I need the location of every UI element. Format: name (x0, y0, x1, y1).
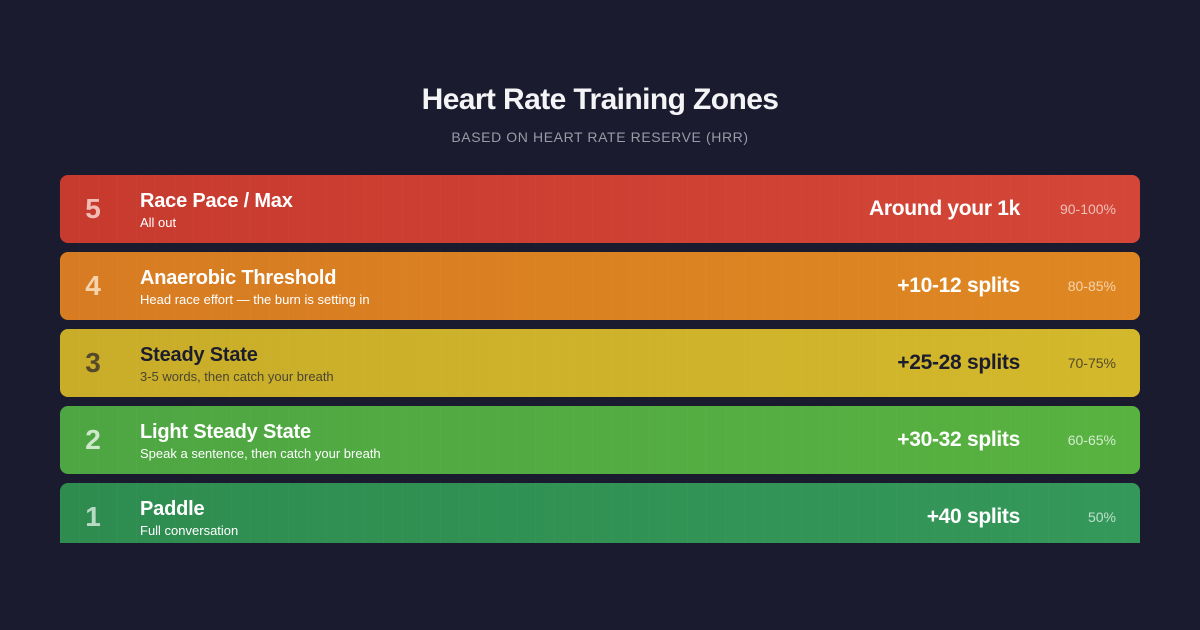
zone-card-4: 4 Anaerobic Threshold Head race effort —… (60, 252, 1140, 320)
zone-description: Head race effort — the burn is setting i… (140, 292, 370, 307)
zone-splits: +30-32 splits (897, 428, 1020, 451)
zone-name: Race Pace / Max (140, 190, 293, 212)
zone-card-2: 2 Light Steady State Speak a sentence, t… (60, 406, 1140, 474)
zone-hrr-percent: 70-75% (1067, 355, 1116, 371)
zone-splits: +25-28 splits (897, 351, 1020, 374)
zone-name: Light Steady State (140, 421, 311, 443)
zone-description: Full conversation (140, 523, 239, 538)
zone-info: Steady State 3-5 words, then catch your … (140, 343, 334, 385)
zone-number: 2 (85, 424, 101, 455)
zone-splits: +10-12 splits (897, 274, 1020, 297)
page-subtitle: BASED ON HEART RATE RESERVE (HRR) (451, 129, 749, 145)
zone-card-3: 3 Steady State 3-5 words, then catch you… (60, 329, 1140, 397)
page-title: Heart Rate Training Zones (421, 83, 779, 116)
zone-description: All out (140, 215, 177, 230)
zone-info: Anaerobic Threshold Head race effort — t… (140, 266, 370, 308)
zones-list: 5 Race Pace / Max All out Around your 1k… (60, 175, 1140, 543)
zone-name: Steady State (140, 344, 258, 366)
zone-number: 4 (85, 270, 101, 301)
zone-name: Paddle (140, 498, 205, 520)
zone-card-1: 1 Paddle Full conversation +40 splits 50… (60, 483, 1140, 543)
zone-hrr-percent: 90-100% (1059, 201, 1116, 217)
zone-number: 1 (85, 501, 101, 532)
header: Heart Rate Training Zones BASED ON HEART… (0, 82, 1200, 146)
zone-hrr-percent: 60-65% (1067, 432, 1116, 448)
zone-number: 5 (85, 193, 101, 224)
zone-description: 3-5 words, then catch your breath (140, 369, 334, 384)
zone-hrr-percent: 80-85% (1067, 278, 1116, 294)
zone-number: 3 (85, 347, 101, 378)
zone-info: Light Steady State Speak a sentence, the… (140, 420, 381, 462)
zone-info: Paddle Full conversation (140, 497, 238, 539)
zone-card-5: 5 Race Pace / Max All out Around your 1k… (60, 175, 1140, 243)
zone-info: Race Pace / Max All out (140, 189, 293, 231)
zone-name: Anaerobic Threshold (140, 267, 337, 289)
zone-splits: Around your 1k (869, 197, 1020, 220)
zone-splits: +40 splits (926, 505, 1021, 528)
zone-description: Speak a sentence, then catch your breath (140, 446, 381, 461)
zone-hrr-percent: 50% (1087, 509, 1116, 525)
